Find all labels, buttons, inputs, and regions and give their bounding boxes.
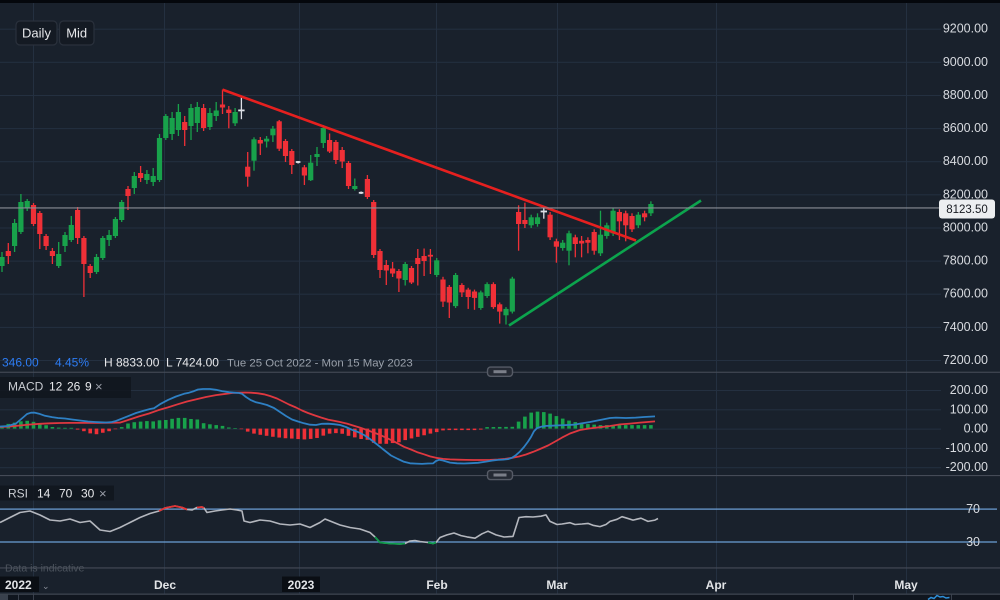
svg-text:8600.00: 8600.00 xyxy=(943,121,988,135)
svg-text:×: × xyxy=(99,486,107,501)
svg-text:70: 70 xyxy=(966,502,980,516)
svg-text:100.00: 100.00 xyxy=(950,402,988,416)
svg-text:H 8833.00: H 8833.00 xyxy=(104,356,160,370)
svg-text:8800.00: 8800.00 xyxy=(943,88,988,102)
svg-text:Apr: Apr xyxy=(706,578,727,592)
svg-text:Daily: Daily xyxy=(22,26,51,41)
svg-text:70: 70 xyxy=(59,487,73,501)
svg-text:8000.00: 8000.00 xyxy=(943,221,988,235)
svg-text:Dec: Dec xyxy=(154,578,176,592)
svg-text:26: 26 xyxy=(67,380,81,394)
svg-text:L 7424.00: L 7424.00 xyxy=(166,356,219,370)
svg-text:⌄: ⌄ xyxy=(42,581,50,591)
svg-text:9200.00: 9200.00 xyxy=(943,22,988,36)
svg-text:-200.00: -200.00 xyxy=(946,460,988,474)
svg-text:2022: 2022 xyxy=(5,578,32,592)
svg-text:7200.00: 7200.00 xyxy=(943,353,988,367)
svg-text:7600.00: 7600.00 xyxy=(943,287,988,301)
svg-text:Tue 25 Oct 2022 - Mon 15 May 2: Tue 25 Oct 2022 - Mon 15 May 2023 xyxy=(227,358,413,370)
svg-text:Mar: Mar xyxy=(546,578,568,592)
svg-text:8200.00: 8200.00 xyxy=(943,187,988,201)
svg-text:RSI: RSI xyxy=(8,487,28,501)
svg-text:30: 30 xyxy=(966,535,980,549)
svg-text:7400.00: 7400.00 xyxy=(943,320,988,334)
svg-text:MACD: MACD xyxy=(8,380,44,394)
svg-text:12: 12 xyxy=(49,380,63,394)
svg-text:30: 30 xyxy=(81,487,95,501)
svg-text:×: × xyxy=(95,379,103,394)
svg-text:Feb: Feb xyxy=(426,578,447,592)
svg-text:9000.00: 9000.00 xyxy=(943,55,988,69)
svg-text:8400.00: 8400.00 xyxy=(943,154,988,168)
svg-text:May: May xyxy=(894,578,918,592)
svg-text:9: 9 xyxy=(85,380,92,394)
svg-text:14: 14 xyxy=(37,487,51,501)
svg-text:346.00: 346.00 xyxy=(2,356,39,370)
svg-text:4.45%: 4.45% xyxy=(55,356,89,370)
svg-text:-100.00: -100.00 xyxy=(946,441,988,455)
svg-text:8123.50: 8123.50 xyxy=(946,204,988,216)
svg-text:Data is indicative: Data is indicative xyxy=(5,563,85,575)
svg-text:2023: 2023 xyxy=(288,578,315,592)
svg-text:200.00: 200.00 xyxy=(950,383,988,397)
svg-text:7800.00: 7800.00 xyxy=(943,254,988,268)
svg-text:Mid: Mid xyxy=(66,26,87,41)
svg-text:0.00: 0.00 xyxy=(964,422,988,436)
